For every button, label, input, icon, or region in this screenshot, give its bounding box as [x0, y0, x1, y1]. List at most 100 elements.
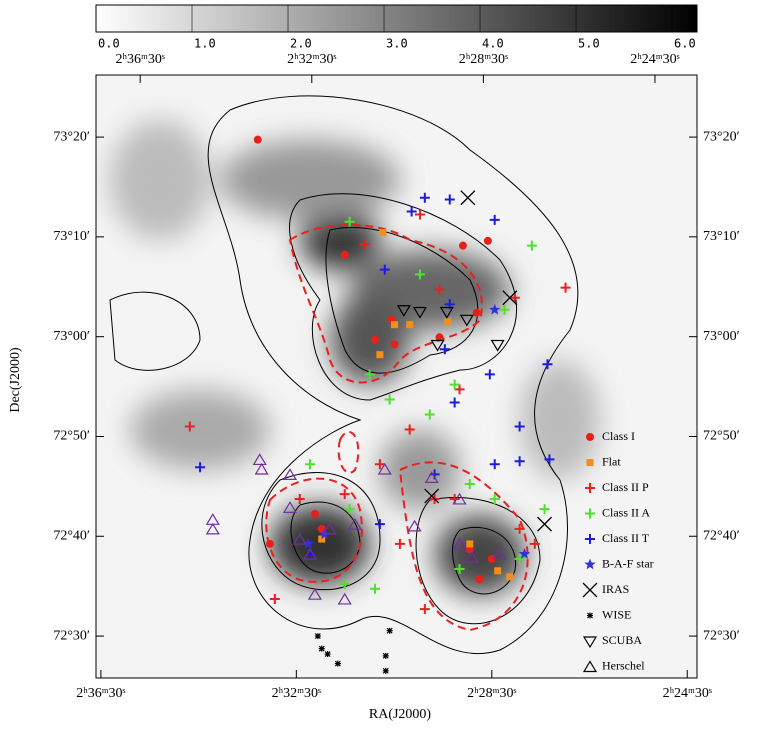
plot-frame — [95, 74, 698, 679]
data-point — [406, 206, 417, 217]
legend-label: Class II T — [602, 531, 650, 545]
data-point — [509, 292, 520, 303]
data-point — [459, 314, 474, 327]
data-point — [560, 282, 571, 293]
data-point — [489, 303, 501, 315]
colorbar-tick-label: 2.0 — [290, 37, 312, 51]
data-point — [537, 516, 553, 532]
data-point — [265, 539, 274, 548]
x2-tick-label: 2ʰ24ᵐ30ˢ — [630, 52, 679, 67]
data-point — [384, 394, 395, 405]
data-point — [499, 304, 510, 315]
colorbar-tick-label: 0.0 — [98, 37, 120, 51]
legend-label: Class II A — [602, 505, 650, 519]
legend-label: SCUBA — [602, 633, 642, 647]
data-point — [379, 264, 390, 275]
data-point — [514, 456, 525, 467]
legend-marker — [585, 534, 595, 544]
y-tick-label: 72°40′ — [53, 528, 90, 543]
data-point — [371, 335, 380, 344]
data-point — [324, 651, 331, 658]
data-point — [419, 604, 430, 615]
data-point — [460, 190, 476, 206]
data-point — [377, 462, 392, 475]
x-tick-label: 2ʰ32ᵐ30ˢ — [272, 686, 321, 701]
data-point — [434, 284, 445, 295]
data-point — [379, 228, 387, 236]
data-point — [382, 652, 389, 659]
data-point — [414, 269, 425, 280]
data-point — [475, 575, 484, 584]
data-point — [334, 660, 341, 667]
legend-marker — [582, 636, 598, 649]
colorbar-tick-label: 1.0 — [194, 37, 216, 51]
x2-tick-label: 2ʰ28ᵐ30ˢ — [459, 52, 508, 67]
y-axis-label: Dec(J2000) — [8, 347, 23, 413]
data-point — [449, 397, 460, 408]
data-point — [374, 459, 385, 470]
data-point — [252, 453, 267, 466]
y2-tick-label: 73°10′ — [703, 229, 740, 244]
legend-marker — [586, 433, 594, 441]
data-point — [396, 305, 411, 317]
data-point — [318, 535, 326, 543]
data-point — [390, 340, 399, 349]
data-point — [376, 351, 384, 359]
data-point — [454, 564, 465, 575]
data-point — [506, 573, 514, 581]
data-point — [424, 409, 435, 420]
data-point — [484, 369, 495, 380]
legend-label: Flat — [602, 454, 621, 468]
data-point — [339, 578, 350, 589]
y2-tick-label: 73°20′ — [703, 129, 740, 144]
data-point — [526, 240, 537, 251]
data-point — [322, 522, 337, 535]
x-tick-label: 2ʰ28ᵐ30ˢ — [467, 686, 516, 701]
data-point — [539, 504, 550, 515]
data-point — [302, 547, 318, 560]
colorbar-tick-label: 5.0 — [578, 37, 600, 51]
data-point — [253, 135, 262, 144]
data-point — [344, 504, 355, 515]
legend-label: WISE — [602, 607, 631, 621]
legend-label: IRAS — [602, 582, 629, 596]
data-point — [282, 501, 298, 513]
data-point — [307, 588, 322, 600]
legend-label: Herschel — [602, 658, 645, 672]
data-point — [452, 492, 467, 505]
data-point — [205, 522, 220, 535]
data-point — [449, 379, 460, 390]
data-point — [370, 583, 381, 594]
data-point — [424, 488, 440, 504]
x-tick-label: 2ʰ36ᵐ30ˢ — [76, 686, 125, 701]
legend-marker — [584, 558, 596, 570]
data-point — [458, 241, 467, 250]
data-point — [544, 454, 555, 465]
data-point — [487, 554, 496, 563]
data-point — [529, 538, 540, 549]
data-point — [494, 567, 502, 575]
data-point — [419, 192, 430, 203]
legend-marker — [585, 508, 595, 519]
data-point — [364, 369, 375, 380]
data-point — [318, 645, 325, 652]
data-point — [347, 517, 363, 530]
data-point — [302, 537, 314, 549]
legend-marker — [586, 459, 594, 466]
data-point — [492, 547, 507, 560]
data-point — [514, 421, 525, 432]
y2-tick-label: 73°00′ — [703, 329, 740, 344]
data-point — [394, 538, 405, 549]
data-point — [464, 550, 479, 563]
y-tick-label: 72°50′ — [53, 429, 90, 444]
data-point — [489, 459, 500, 470]
data-point — [337, 592, 352, 605]
colorbar — [95, 4, 698, 33]
data-point — [414, 209, 425, 220]
legend-marker — [587, 612, 593, 619]
data-point — [444, 318, 452, 326]
data-point — [339, 489, 350, 500]
data-point — [489, 493, 500, 504]
data-point — [195, 462, 206, 473]
